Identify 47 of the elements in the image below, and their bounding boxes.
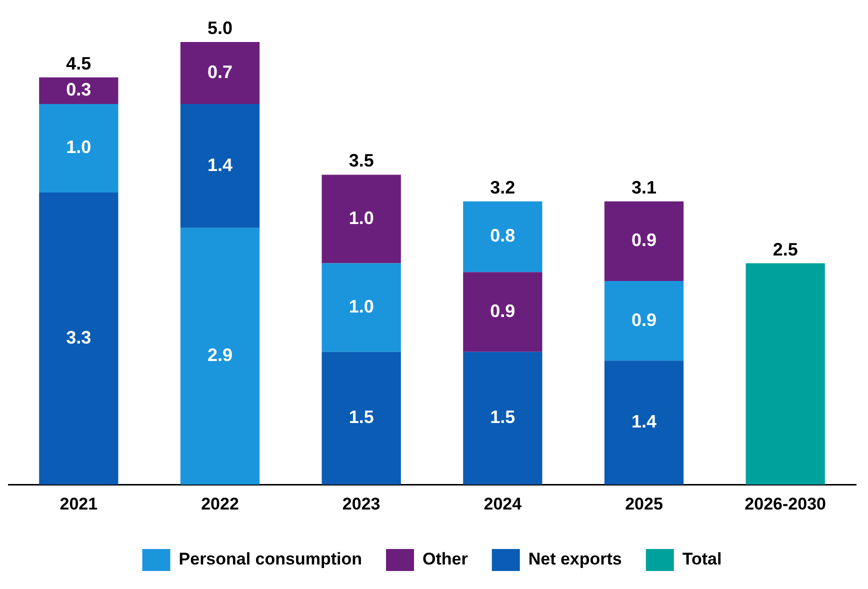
- x-tick-label: 2025: [625, 494, 663, 514]
- x-tick-label: 2022: [201, 494, 239, 514]
- bar: [180, 42, 260, 104]
- legend-label: Other: [422, 550, 468, 569]
- data-label: 1.0: [348, 208, 374, 228]
- legend-label: Personal consumption: [178, 550, 362, 569]
- data-label: 1.0: [348, 296, 374, 317]
- data-label: 0.3: [66, 80, 92, 100]
- data-label: 0.7: [207, 62, 233, 82]
- total-label: 3.5: [348, 150, 374, 171]
- x-tick-label: 2024: [484, 494, 522, 514]
- data-label: 2.9: [207, 345, 233, 366]
- x-tick-label: 2026-2030: [744, 494, 826, 514]
- total-label: 3.1: [631, 177, 657, 198]
- bar: [180, 228, 260, 485]
- bar: [322, 174, 401, 264]
- data-label: 0.9: [631, 310, 657, 330]
- bar: [322, 263, 401, 352]
- bar: [746, 263, 825, 485]
- bar: [39, 104, 118, 192]
- data-label: 0.8: [490, 226, 516, 246]
- bar: [604, 201, 684, 282]
- x-tick-label: 2023: [342, 494, 380, 514]
- total-label: 4.5: [66, 53, 92, 74]
- bar: [604, 281, 684, 361]
- bar: [39, 192, 118, 485]
- bar: [604, 360, 684, 485]
- data-label: 0.9: [490, 300, 516, 321]
- bar: [322, 352, 401, 485]
- total-label: 3.2: [490, 177, 516, 198]
- total-label: 2.5: [772, 239, 798, 260]
- data-label: 1.5: [490, 407, 516, 428]
- data-label: 1.4: [631, 412, 657, 432]
- legend-label: Net exports: [528, 550, 622, 569]
- bar: [463, 201, 542, 272]
- data-label: 3.3: [66, 328, 92, 348]
- total-label: 5.0: [207, 18, 233, 38]
- bar: [180, 104, 260, 228]
- data-label: 1.4: [207, 154, 233, 175]
- bar: [39, 77, 118, 104]
- data-label: 1.0: [66, 137, 92, 158]
- data-label: 1.5: [348, 407, 374, 428]
- bar: [463, 272, 542, 352]
- bar: [463, 352, 542, 485]
- legend-label: Total: [682, 550, 722, 569]
- data-label: 0.9: [631, 230, 657, 250]
- x-tick-label: 2021: [60, 494, 98, 514]
